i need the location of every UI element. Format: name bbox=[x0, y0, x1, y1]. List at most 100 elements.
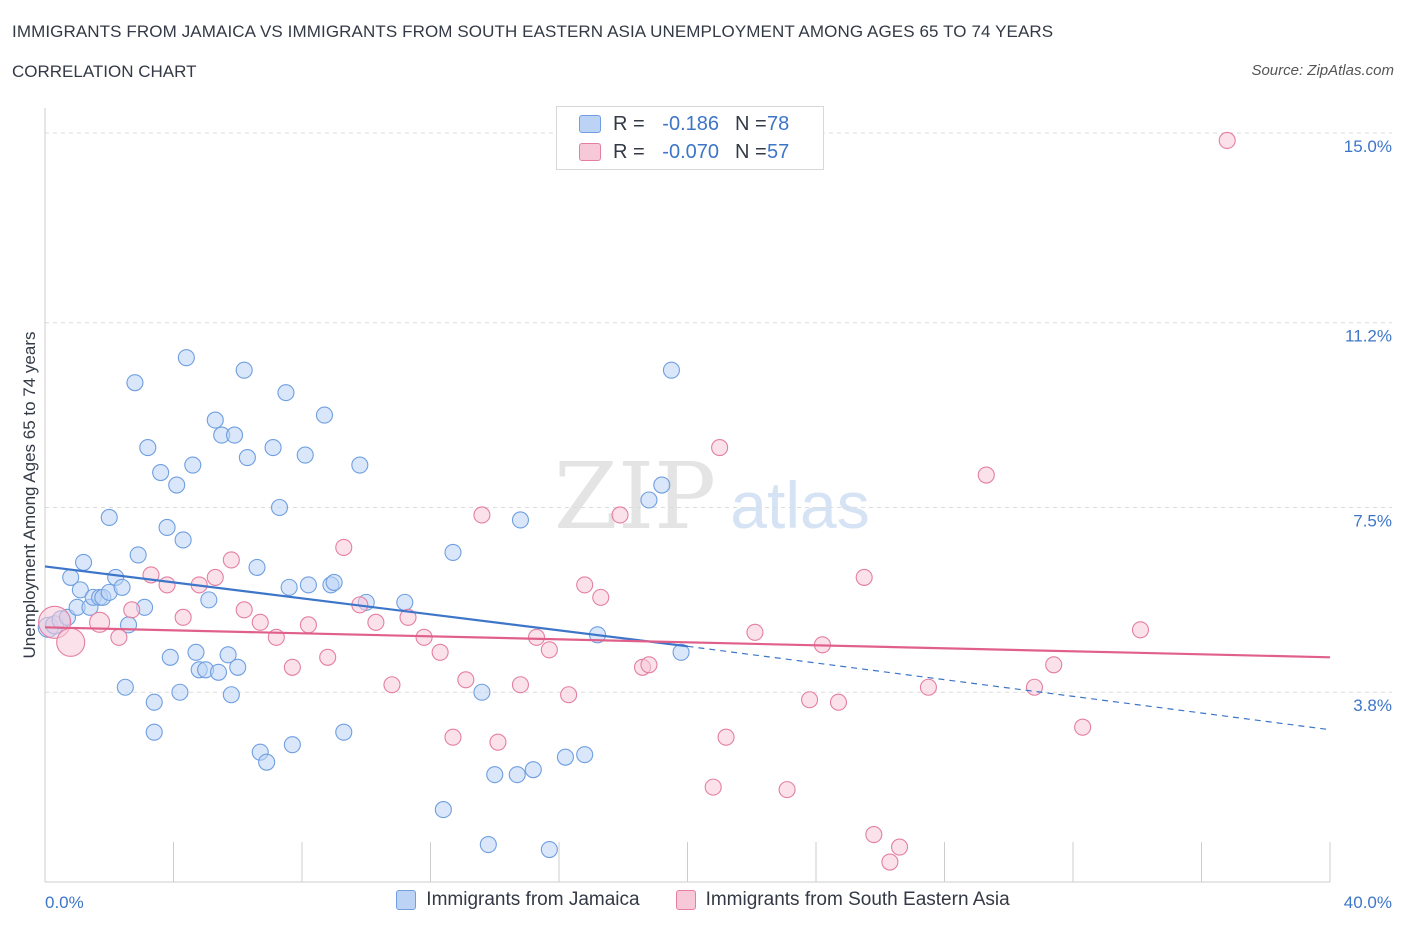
sea-point bbox=[335, 538, 353, 556]
jamaica-point bbox=[396, 593, 414, 611]
sea-point bbox=[89, 611, 111, 633]
sea-point bbox=[444, 728, 462, 746]
jamaica-point bbox=[113, 578, 131, 596]
legend-swatch-jamaica bbox=[579, 115, 601, 133]
jamaica-point bbox=[444, 543, 462, 561]
chart-subtitle: CORRELATION CHART bbox=[12, 62, 197, 81]
sea-point bbox=[711, 439, 729, 457]
jamaica-point bbox=[145, 693, 163, 711]
jamaica-point bbox=[283, 736, 301, 754]
sea-point bbox=[431, 643, 449, 661]
sea-point bbox=[457, 671, 475, 689]
jamaica-point bbox=[434, 801, 452, 819]
y-tick-label: 15.0% bbox=[1344, 137, 1392, 156]
sea-point bbox=[540, 641, 558, 659]
legend-item-sea[interactable]: Immigrants from South Eastern Asia bbox=[675, 889, 1010, 911]
jamaica-point bbox=[129, 546, 147, 564]
sea-point bbox=[123, 601, 141, 619]
sea-point bbox=[1218, 131, 1236, 150]
jamaica-point bbox=[174, 531, 192, 549]
jamaica-point bbox=[479, 835, 497, 854]
jamaica-point bbox=[139, 439, 157, 457]
sea-point bbox=[174, 608, 192, 626]
source-label: Source: ZipAtlas.com bbox=[1251, 62, 1394, 79]
jamaica-point bbox=[171, 683, 189, 701]
legend-label-jamaica: Immigrants from Jamaica bbox=[426, 889, 640, 910]
jamaica-point bbox=[126, 374, 144, 392]
jamaica-point bbox=[270, 498, 289, 517]
jamaica-point bbox=[158, 518, 176, 537]
sea-point bbox=[489, 733, 507, 751]
sea-trend-line bbox=[44, 626, 1331, 659]
jamaica-point bbox=[315, 406, 334, 424]
jamaica-point bbox=[100, 508, 118, 527]
jamaica-point bbox=[248, 558, 266, 576]
sea-point bbox=[251, 613, 269, 631]
jamaica-point bbox=[296, 446, 314, 464]
n-label: N = bbox=[735, 140, 767, 163]
sea-point bbox=[1131, 621, 1150, 639]
jamaica-point bbox=[184, 456, 202, 474]
sea-point bbox=[855, 568, 873, 586]
sea-point bbox=[778, 781, 796, 799]
jamaica-point bbox=[280, 578, 298, 596]
sea-point bbox=[592, 588, 610, 606]
jamaica-point bbox=[209, 663, 228, 681]
sea-point bbox=[222, 551, 240, 569]
jamaica-point bbox=[145, 723, 163, 741]
jamaica-point bbox=[511, 511, 530, 529]
jamaica-point bbox=[225, 426, 244, 444]
sea-point bbox=[704, 778, 722, 796]
jamaica-point bbox=[238, 449, 256, 467]
jamaica-point bbox=[335, 723, 353, 741]
sea-point bbox=[110, 628, 128, 646]
chart-title: IMMIGRANTS FROM JAMAICA VS IMMIGRANTS FR… bbox=[12, 22, 1054, 41]
jamaica-point bbox=[486, 766, 504, 784]
r-value-jamaica: -0.186 bbox=[662, 112, 719, 135]
jamaica-point bbox=[540, 840, 558, 859]
sea-point bbox=[746, 623, 764, 641]
jamaica-point bbox=[222, 686, 240, 704]
series-legend: Immigrants from Jamaica Immigrants from … bbox=[0, 889, 1406, 911]
jamaica-point bbox=[187, 643, 205, 661]
r-label: R = bbox=[613, 140, 645, 163]
sea-point bbox=[576, 576, 594, 594]
jamaica-point bbox=[229, 658, 247, 676]
sea-point bbox=[919, 678, 937, 696]
jamaica-point bbox=[662, 361, 680, 379]
watermark-zip: ZIP bbox=[554, 443, 716, 550]
legend-item-jamaica[interactable]: Immigrants from Jamaica bbox=[396, 889, 640, 911]
jamaica-point bbox=[177, 349, 195, 367]
sea-point bbox=[890, 838, 909, 856]
sea-point bbox=[640, 656, 658, 674]
legend-swatch-jamaica bbox=[396, 890, 417, 910]
n-label: N = bbox=[735, 112, 767, 135]
jamaica-point bbox=[116, 678, 134, 696]
legend-row-sea: R = -0.070 N = 57 bbox=[579, 140, 789, 164]
sea-point bbox=[56, 627, 86, 657]
jamaica-point bbox=[219, 646, 237, 664]
jamaica-trend-line bbox=[44, 565, 688, 648]
legend-label-sea: Immigrants from South Eastern Asia bbox=[705, 889, 1010, 910]
x-tick-label: 40.0% bbox=[1344, 893, 1392, 912]
sea-point bbox=[235, 601, 253, 619]
jamaica-point bbox=[264, 439, 282, 457]
y-tick-label: 7.5% bbox=[1353, 511, 1392, 530]
jamaica-point bbox=[161, 648, 179, 666]
y-tick-label: 3.8% bbox=[1353, 696, 1392, 715]
sea-point bbox=[206, 568, 224, 586]
sea-point bbox=[717, 728, 735, 746]
sea-point bbox=[527, 628, 546, 646]
jamaica-point bbox=[168, 476, 186, 494]
sea-point bbox=[1025, 678, 1043, 696]
jamaica-point bbox=[325, 573, 343, 591]
x-tick-label: 0.0% bbox=[45, 893, 84, 912]
sea-point bbox=[158, 576, 176, 594]
jamaica-point bbox=[277, 384, 295, 402]
jamaica-point bbox=[524, 761, 542, 779]
jamaica-point bbox=[640, 491, 658, 509]
correlation-legend: R = -0.186 N = 78 R = -0.070 N = 57 bbox=[556, 106, 824, 170]
sea-point bbox=[881, 853, 899, 871]
sea-point bbox=[511, 676, 530, 694]
